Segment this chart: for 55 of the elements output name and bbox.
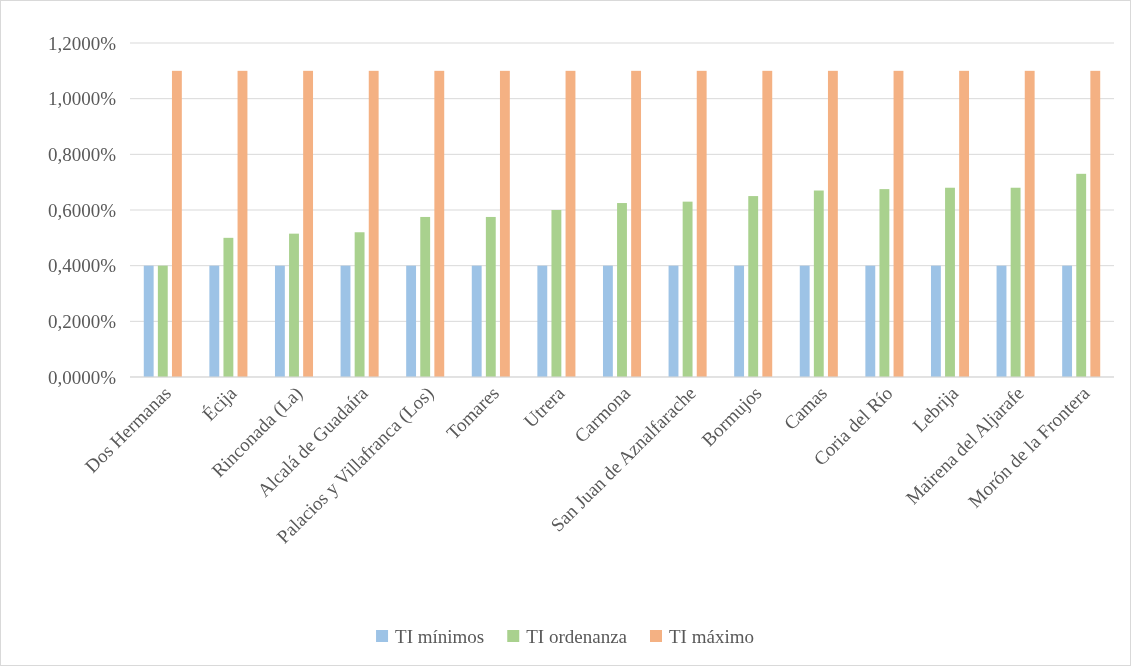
bar [602, 265, 613, 377]
bar [959, 70, 970, 377]
y-tick-label: 0,2000% [47, 310, 117, 332]
bar [537, 265, 548, 377]
bar [1010, 187, 1021, 377]
bar [354, 232, 365, 377]
bar [565, 70, 576, 377]
bar [799, 265, 810, 377]
bar [340, 265, 351, 377]
bar [471, 265, 482, 377]
bar [930, 265, 941, 377]
bar [274, 265, 285, 377]
bar [434, 70, 445, 377]
bar [682, 201, 693, 377]
bar [879, 189, 890, 377]
bar [668, 265, 679, 377]
bar [143, 265, 154, 377]
bar [748, 196, 759, 377]
legend-label: TI ordenanza [526, 625, 628, 647]
y-tick-label: 0,4000% [47, 255, 117, 277]
bar [157, 265, 168, 377]
y-tick-label: 1,0000% [47, 88, 117, 110]
bar [420, 216, 431, 377]
legend-label: TI máximo [669, 625, 754, 647]
bar [996, 265, 1007, 377]
bar [827, 70, 838, 377]
bar [368, 70, 379, 377]
bar [551, 210, 562, 377]
y-tick-label: 0,6000% [47, 199, 117, 221]
bar [893, 70, 904, 377]
bar [406, 265, 417, 377]
y-tick-label: 0,8000% [47, 143, 117, 165]
bar [209, 265, 220, 377]
bar [223, 237, 234, 377]
y-tick-label: 0,0000% [47, 366, 117, 388]
y-tick-label: 1,2000% [47, 32, 117, 54]
bar [813, 190, 824, 377]
bar [171, 70, 182, 377]
bar [1090, 70, 1101, 377]
legend-label: TI mínimos [395, 625, 485, 647]
bar [1076, 173, 1087, 377]
bar [696, 70, 707, 377]
bar [1062, 265, 1073, 377]
bar [865, 265, 876, 377]
bar [303, 70, 314, 377]
bar [734, 265, 745, 377]
bar [945, 187, 955, 377]
bar [617, 203, 627, 377]
bar [237, 70, 248, 377]
bar [762, 70, 773, 377]
bar [289, 233, 299, 377]
bar [499, 70, 510, 377]
bar [1024, 70, 1035, 377]
bar [631, 70, 642, 377]
bar [485, 216, 496, 377]
